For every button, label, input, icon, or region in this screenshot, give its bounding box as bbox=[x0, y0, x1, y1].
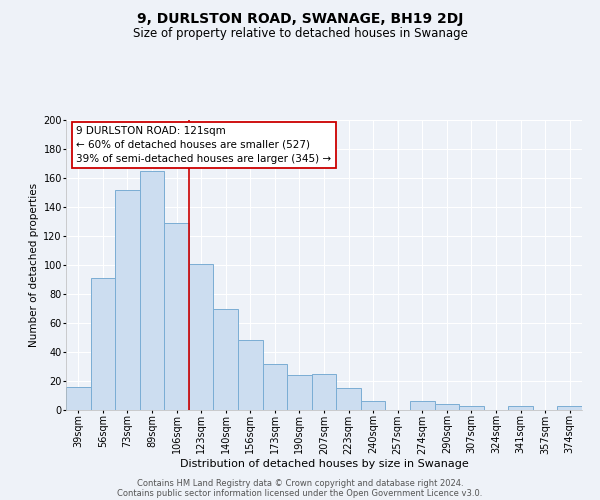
Bar bbox=[214, 308, 238, 410]
Bar bbox=[361, 402, 385, 410]
Bar bbox=[508, 406, 533, 410]
Text: Contains HM Land Registry data © Crown copyright and database right 2024.: Contains HM Land Registry data © Crown c… bbox=[137, 478, 463, 488]
Text: Contains public sector information licensed under the Open Government Licence v3: Contains public sector information licen… bbox=[118, 488, 482, 498]
Bar bbox=[164, 223, 189, 410]
Bar bbox=[312, 374, 336, 410]
Text: Size of property relative to detached houses in Swanage: Size of property relative to detached ho… bbox=[133, 28, 467, 40]
Text: 9 DURLSTON ROAD: 121sqm
← 60% of detached houses are smaller (527)
39% of semi-d: 9 DURLSTON ROAD: 121sqm ← 60% of detache… bbox=[76, 126, 331, 164]
Bar bbox=[434, 404, 459, 410]
Bar bbox=[238, 340, 263, 410]
Bar bbox=[557, 406, 582, 410]
Bar bbox=[140, 171, 164, 410]
Bar bbox=[91, 278, 115, 410]
Bar bbox=[263, 364, 287, 410]
Y-axis label: Number of detached properties: Number of detached properties bbox=[29, 183, 39, 347]
X-axis label: Distribution of detached houses by size in Swanage: Distribution of detached houses by size … bbox=[179, 459, 469, 469]
Bar bbox=[287, 375, 312, 410]
Bar bbox=[115, 190, 140, 410]
Text: 9, DURLSTON ROAD, SWANAGE, BH19 2DJ: 9, DURLSTON ROAD, SWANAGE, BH19 2DJ bbox=[137, 12, 463, 26]
Bar bbox=[66, 387, 91, 410]
Bar bbox=[459, 406, 484, 410]
Bar bbox=[410, 402, 434, 410]
Bar bbox=[336, 388, 361, 410]
Bar bbox=[189, 264, 214, 410]
